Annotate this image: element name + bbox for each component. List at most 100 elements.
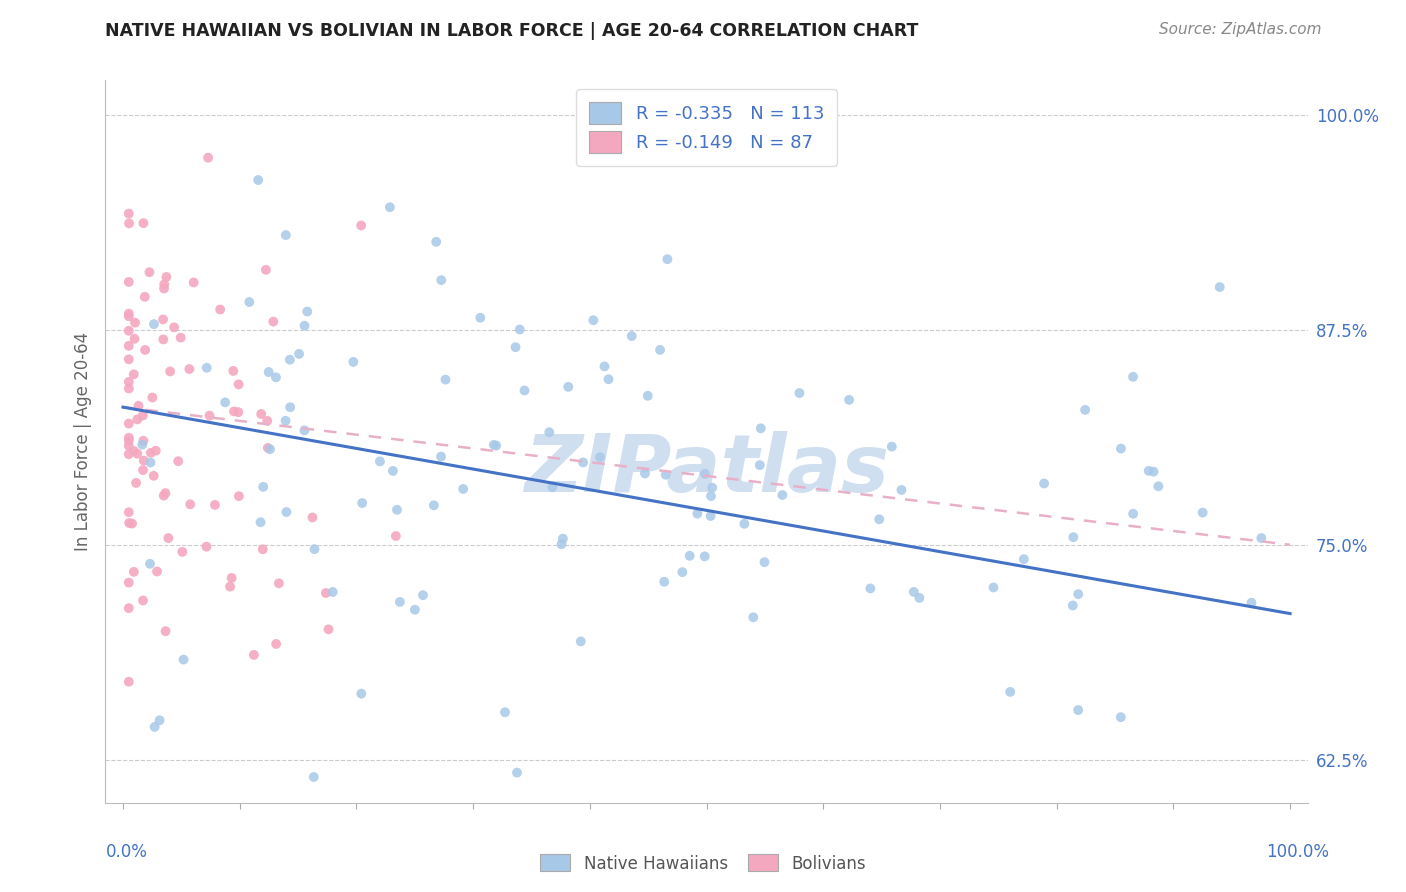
Point (149, 713, 172, 727)
Point (538, 425, 561, 440)
Point (425, 235, 447, 249)
Point (1109, 442, 1132, 456)
Point (124, 316, 146, 330)
Point (274, 228, 297, 243)
Point (118, 417, 141, 431)
Point (252, 480, 274, 494)
Point (118, 324, 141, 338)
Point (139, 446, 162, 460)
Point (569, 634, 592, 648)
Point (423, 499, 446, 513)
Point (485, 439, 508, 453)
Point (139, 456, 162, 470)
Point (505, 340, 527, 354)
Point (541, 480, 564, 494)
Point (582, 313, 605, 327)
Point (702, 481, 724, 495)
Point (132, 453, 155, 467)
Point (250, 407, 273, 421)
Point (278, 352, 301, 367)
Point (342, 355, 364, 369)
Point (257, 441, 280, 455)
Point (153, 277, 176, 292)
Legend: Native Hawaiians, Bolivians: Native Hawaiians, Bolivians (534, 847, 872, 880)
Point (470, 310, 492, 325)
Point (838, 392, 860, 407)
Point (118, 434, 141, 448)
Point (122, 565, 145, 579)
Point (198, 409, 221, 423)
Point (183, 276, 205, 290)
Point (132, 409, 155, 423)
Point (209, 302, 232, 317)
Point (754, 555, 776, 569)
Point (132, 463, 155, 477)
Point (557, 380, 579, 394)
Point (368, 454, 391, 468)
Point (170, 330, 193, 344)
Y-axis label: In Labor Force | Age 20-64: In Labor Force | Age 20-64 (73, 332, 91, 551)
Point (122, 444, 145, 458)
Point (288, 347, 311, 361)
Point (550, 537, 572, 551)
Point (494, 705, 516, 719)
Point (259, 442, 281, 457)
Point (1147, 479, 1170, 493)
Point (593, 359, 616, 374)
Point (145, 443, 167, 458)
Point (733, 516, 755, 531)
Point (173, 652, 195, 666)
Point (679, 549, 702, 563)
Point (551, 532, 574, 546)
Point (155, 270, 177, 285)
Point (142, 468, 165, 483)
Point (880, 440, 903, 454)
Point (693, 467, 716, 481)
Point (1122, 507, 1144, 521)
Point (219, 580, 242, 594)
Point (264, 370, 287, 384)
Point (179, 497, 201, 511)
Point (195, 360, 218, 375)
Point (412, 588, 434, 602)
Text: 100.0%: 100.0% (1265, 843, 1329, 861)
Point (252, 542, 274, 557)
Point (118, 352, 141, 367)
Point (700, 489, 723, 503)
Point (121, 516, 143, 531)
Point (1142, 465, 1164, 479)
Point (118, 310, 141, 324)
Point (699, 509, 721, 524)
Point (134, 343, 156, 357)
Point (385, 503, 408, 517)
Point (983, 581, 1005, 595)
Point (118, 447, 141, 461)
Point (163, 320, 186, 334)
Point (238, 295, 260, 310)
Point (264, 637, 287, 651)
Point (572, 455, 595, 469)
Point (118, 375, 141, 389)
Point (118, 575, 141, 590)
Point (1122, 369, 1144, 384)
Text: Source: ZipAtlas.com: Source: ZipAtlas.com (1159, 22, 1322, 37)
Point (159, 364, 181, 378)
Point (214, 395, 236, 409)
Point (634, 467, 657, 481)
Point (118, 339, 141, 353)
Point (1062, 530, 1084, 544)
Point (509, 322, 531, 336)
Point (318, 623, 340, 637)
Point (1074, 403, 1097, 417)
Point (139, 557, 162, 571)
Point (152, 332, 174, 346)
Point (304, 542, 326, 557)
Point (1067, 587, 1090, 601)
Point (118, 216, 141, 230)
Point (302, 770, 325, 784)
Point (226, 405, 249, 419)
Point (274, 414, 297, 428)
Point (155, 624, 177, 639)
Point (430, 273, 453, 287)
Point (257, 365, 280, 379)
